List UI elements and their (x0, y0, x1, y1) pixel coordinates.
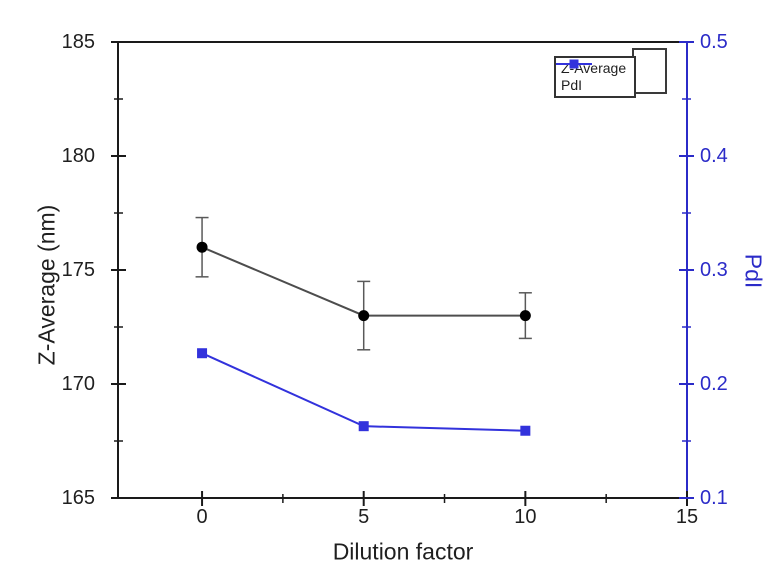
left-axis-tick-label: 170 (62, 373, 95, 395)
x-axis-tick-label: 0 (196, 506, 207, 528)
data-point-circle-z-average (519, 310, 531, 322)
x-axis-tick-label: 10 (514, 506, 536, 528)
legend: Z-Average PdI (554, 56, 637, 98)
x-axis-tick-label: 5 (358, 506, 369, 528)
left-axis-tick-label: 175 (62, 259, 95, 281)
legend-square-marker-icon (556, 59, 592, 69)
right-axis-tick-label: 0.5 (700, 31, 728, 53)
data-point-circle-z-average (358, 310, 370, 322)
right-axis-tick-label: 0.2 (700, 373, 728, 395)
data-point-square-pdi (358, 421, 369, 432)
data-point-square-pdi (197, 348, 208, 359)
legend-label: PdI (561, 77, 583, 93)
left-axis-tick-label: 180 (62, 145, 95, 167)
right-axis-tick-label: 0.4 (700, 145, 728, 167)
data-point-circle-z-average (196, 241, 208, 253)
right-axis-title: PdI (740, 253, 767, 289)
left-axis-tick-label: 185 (62, 31, 95, 53)
right-axis-tick-label: 0.3 (700, 259, 728, 281)
legend-item-pdi: PdI (556, 59, 626, 93)
data-point-square-pdi (520, 425, 531, 436)
x-axis-title: Dilution factor (332, 538, 474, 565)
series-line-pdi (201, 352, 526, 432)
left-axis-title: Z-Average (nm) (33, 204, 60, 366)
right-axis-tick-label: 0.1 (700, 487, 728, 509)
legend-shadow-box (632, 48, 667, 94)
x-axis-tick-label: 15 (676, 506, 698, 528)
left-axis-tick-label: 165 (62, 487, 95, 509)
